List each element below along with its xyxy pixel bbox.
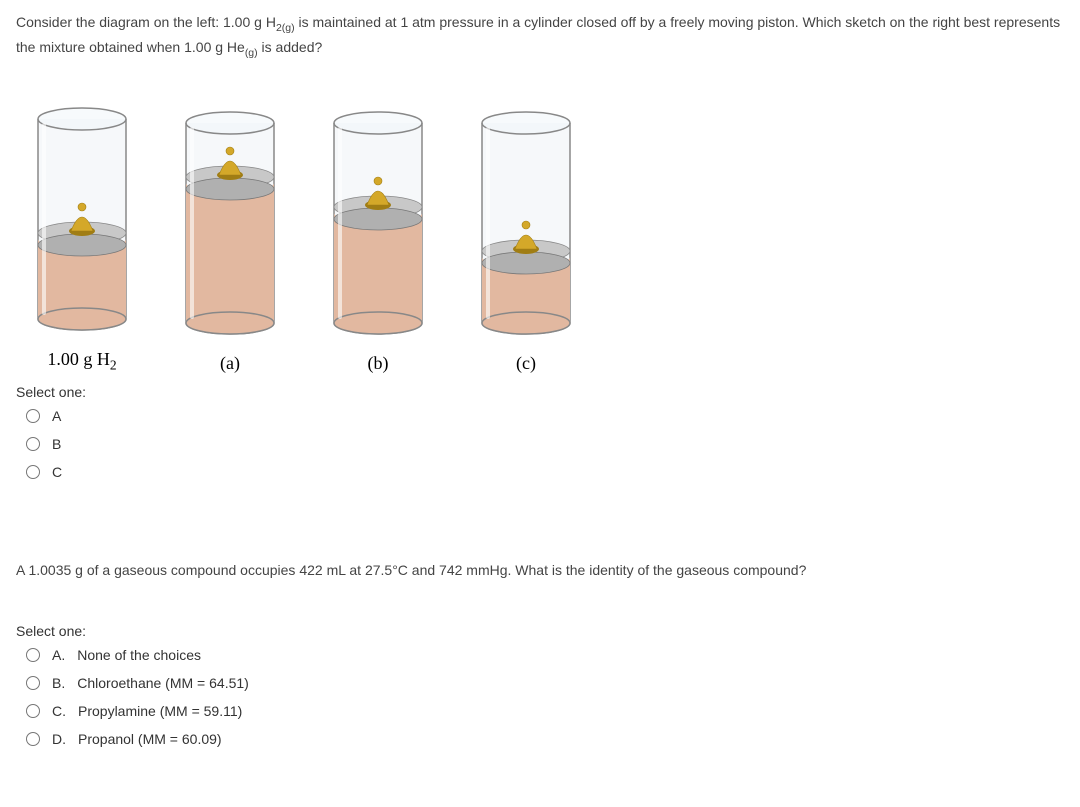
q1-option-b-label: B	[52, 436, 61, 452]
cylinder-left-label: 1.00 g H2	[47, 349, 116, 374]
q2-option-b-label: Chloroethane (MM = 64.51)	[77, 675, 249, 691]
cylinder-left-svg	[27, 89, 137, 339]
cylinder-diagram: 1.00 g H2 (a) (b)	[22, 89, 1064, 374]
q1-option-a[interactable]: A	[26, 408, 1064, 424]
q2-text: A 1.0035 g of a gaseous compound occupie…	[16, 560, 1064, 581]
q2-option-c-letter: C.	[52, 703, 66, 719]
q2-option-a-letter: A.	[52, 647, 65, 663]
q2-option-a[interactable]: A. None of the choices	[26, 647, 1064, 663]
q1-text-post: is added?	[258, 39, 323, 55]
q2-option-d-letter: D.	[52, 731, 66, 747]
cylinder-c: (c)	[466, 93, 586, 374]
cylinder-a-svg	[175, 93, 285, 343]
q2-option-a-label: None of the choices	[77, 647, 201, 663]
q1-text: Consider the diagram on the left: 1.00 g…	[16, 12, 1064, 61]
q1-option-a-label: A	[52, 408, 61, 424]
question-2: A 1.0035 g of a gaseous compound occupie…	[16, 560, 1064, 747]
cylinder-c-label: (c)	[516, 353, 536, 374]
q2-options: A. None of the choices B. Chloroethane (…	[26, 647, 1064, 747]
cyl-left-label-sub: 2	[110, 358, 117, 373]
q2-radio-c[interactable]	[26, 704, 40, 718]
q1-sub-2: (g)	[245, 46, 258, 58]
q2-radio-b[interactable]	[26, 676, 40, 690]
q2-option-d-label: Propanol (MM = 60.09)	[78, 731, 222, 747]
cylinder-b-svg	[323, 93, 433, 343]
cylinder-a-label: (a)	[220, 353, 240, 374]
q1-text-pre: Consider the diagram on the left: 1.00 g…	[16, 14, 276, 30]
q1-option-c-label: C	[52, 464, 62, 480]
q2-option-b[interactable]: B. Chloroethane (MM = 64.51)	[26, 675, 1064, 691]
q2-radio-d[interactable]	[26, 732, 40, 746]
q1-option-b[interactable]: B	[26, 436, 1064, 452]
q2-option-b-letter: B.	[52, 675, 65, 691]
q2-option-c[interactable]: C. Propylamine (MM = 59.11)	[26, 703, 1064, 719]
q1-options: A B C	[26, 408, 1064, 480]
cylinder-b: (b)	[318, 93, 438, 374]
cylinder-b-label: (b)	[368, 353, 389, 374]
q1-select-one: Select one:	[16, 384, 1064, 400]
cylinder-c-svg	[471, 93, 581, 343]
q1-radio-c[interactable]	[26, 465, 40, 479]
cylinder-left: 1.00 g H2	[22, 89, 142, 374]
q2-option-d[interactable]: D. Propanol (MM = 60.09)	[26, 731, 1064, 747]
q1-option-c[interactable]: C	[26, 464, 1064, 480]
cyl-left-label-pre: 1.00 g H	[47, 349, 110, 369]
q1-radio-b[interactable]	[26, 437, 40, 451]
q2-radio-a[interactable]	[26, 648, 40, 662]
q2-select-one: Select one:	[16, 623, 1064, 639]
q1-radio-a[interactable]	[26, 409, 40, 423]
q2-option-c-label: Propylamine (MM = 59.11)	[78, 703, 242, 719]
q1-sub-1: 2(g)	[276, 22, 295, 34]
cylinder-a: (a)	[170, 93, 290, 374]
question-1: Consider the diagram on the left: 1.00 g…	[16, 12, 1064, 480]
